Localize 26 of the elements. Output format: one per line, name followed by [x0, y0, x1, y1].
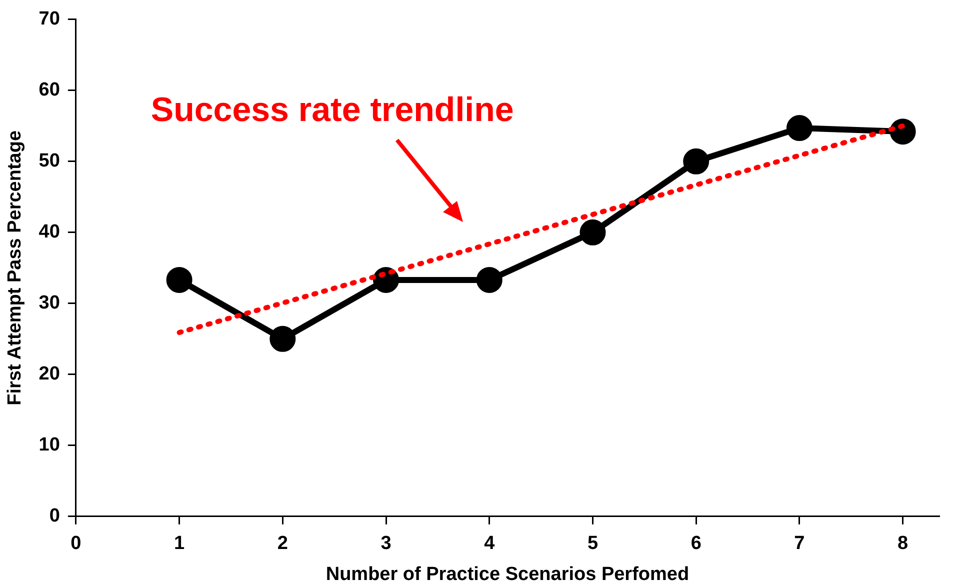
x-axis-title: Number of Practice Scenarios Perfomed — [326, 564, 690, 585]
y-tick-label: 0 — [49, 506, 60, 527]
y-tick-label: 70 — [38, 8, 60, 30]
x-tick-label: 6 — [690, 533, 702, 554]
point — [683, 148, 710, 174]
x-tick-label: 7 — [794, 533, 805, 554]
point — [166, 266, 192, 293]
x-tick-label: 4 — [484, 533, 496, 554]
point — [270, 326, 296, 352]
y-tick-label: 10 — [38, 434, 60, 456]
x-tick-label: 0 — [70, 533, 82, 554]
point — [580, 219, 606, 246]
point — [786, 115, 812, 142]
y-tick-label: 40 — [38, 222, 60, 243]
y-tick-label: 50 — [38, 150, 60, 172]
annotation: Success rate trendline — [150, 90, 514, 129]
y-tick-label: 60 — [38, 80, 60, 101]
x-tick-label: 5 — [587, 533, 598, 554]
x-tick-label: 2 — [277, 533, 288, 554]
y-axis-title: First Attempt Pass Percentage — [4, 130, 26, 406]
x-tick-label: 1 — [174, 533, 186, 554]
x-tick-label: 8 — [898, 533, 908, 554]
y-tick-label: 20 — [38, 364, 60, 385]
x-tick-label: 3 — [380, 533, 392, 554]
point — [476, 266, 502, 293]
y-tick-label: 30 — [38, 292, 60, 314]
